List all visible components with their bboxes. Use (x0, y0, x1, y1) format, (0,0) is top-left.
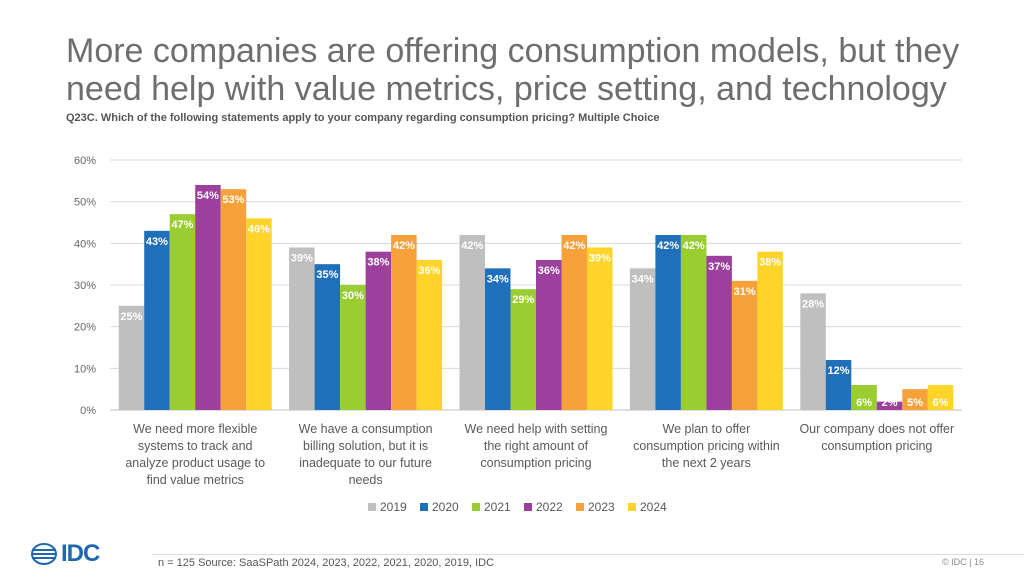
data-label: 39% (291, 253, 313, 265)
category-label: We need more flexible systems to track an… (125, 422, 265, 487)
bar-2024-cat5 (927, 385, 954, 410)
y-tick-label: 60% (74, 155, 96, 167)
bar-2022-cat5 (876, 401, 903, 410)
bar-2020-cat3 (485, 268, 511, 410)
bar-2019-cat5 (800, 293, 826, 410)
footer-divider (152, 554, 1024, 555)
data-label: 38% (759, 257, 781, 269)
globe-icon (31, 543, 57, 565)
data-label: 42% (657, 240, 679, 252)
legend-swatch-2021 (472, 503, 480, 511)
bar-2021-cat3 (510, 289, 536, 410)
data-label: 37% (708, 261, 730, 273)
bar-2022-cat1 (195, 185, 221, 410)
data-label: 47% (171, 219, 193, 231)
y-tick-label: 40% (74, 238, 96, 250)
data-label: 36% (418, 265, 440, 277)
data-label: 29% (512, 294, 534, 306)
legend-swatch-2023 (576, 503, 584, 511)
logo-text: IDC (61, 540, 100, 567)
bar-2019-cat4 (629, 268, 656, 410)
data-label: 42% (563, 240, 585, 252)
bar-2024-cat4 (757, 251, 783, 410)
data-label: 28% (802, 298, 824, 310)
legend-swatch-2024 (628, 503, 636, 511)
source-note: n = 125 Source: SaaSPath 2024, 2023, 202… (158, 557, 495, 569)
legend-label: 2022 (536, 500, 563, 514)
category-label: We have a consumption billing solution, b… (299, 422, 433, 487)
legend-swatch-2020 (420, 503, 428, 511)
y-tick-label: 50% (74, 197, 96, 209)
data-label: 25% (120, 311, 142, 323)
category-label: We need help with setting the right amoun… (465, 422, 608, 470)
data-label: 38% (367, 257, 389, 269)
bars (118, 185, 954, 410)
bar-2020-cat1 (144, 230, 170, 410)
data-labels: 25%43%47%54% 53%46%39%35%30%38%42%36%42%3… (120, 190, 948, 409)
bar-2021-cat5 (851, 385, 877, 410)
bar-2024-cat2 (416, 260, 443, 410)
data-label: 6% (933, 397, 949, 409)
bar-2021-cat4 (680, 235, 707, 410)
bar-2019-cat2 (289, 247, 315, 410)
bar-2021-cat1 (169, 214, 196, 410)
bar-2020-cat5 (825, 360, 852, 410)
bar-2023-cat3 (561, 235, 587, 410)
bar-2022-cat3 (536, 260, 562, 410)
bar-2024-cat1 (246, 218, 272, 410)
legend-label: 2019 (380, 500, 407, 514)
bar-chart: 0% 10% 20% 30% 40% 50% 60% 25% 43%47% 54% 53% 46% 3… (74, 155, 962, 514)
legend-label: 2021 (484, 500, 511, 514)
data-label: 12% (828, 365, 850, 377)
data-label: 35% (316, 269, 338, 281)
data-label: 34% (487, 273, 509, 285)
legend-swatch-2019 (368, 503, 376, 511)
survey-question: Q23C. Which of the following statements … (66, 112, 660, 124)
data-label: 42% (683, 240, 705, 252)
data-label: 54% (197, 190, 219, 202)
y-tick-label: 10% (74, 363, 96, 375)
data-label: 53% (222, 194, 244, 206)
bar-2023-cat2 (391, 235, 417, 410)
category-label: We plan to offer consumption pricing with… (633, 422, 780, 470)
bar-2020-cat2 (314, 264, 341, 410)
page-number: © IDC | 16 (942, 557, 984, 567)
data-label: 39% (589, 253, 611, 265)
bar-2022-cat2 (365, 251, 392, 410)
data-label: 2% (882, 397, 898, 409)
y-tick-label: 30% (74, 280, 96, 292)
bar-2022-cat4 (706, 255, 732, 410)
bar-2024-cat3 (587, 247, 613, 410)
data-label: 43% (146, 236, 168, 248)
legend-label: 2020 (432, 500, 459, 514)
y-tick-label: 0% (80, 405, 96, 417)
bar-2020-cat4 (655, 235, 681, 410)
bar-2021-cat2 (340, 285, 366, 410)
data-label: 6% (856, 397, 872, 409)
legend-label: 2024 (640, 500, 667, 514)
bar-2023-cat5 (902, 389, 928, 410)
data-label: 5% (907, 397, 923, 409)
data-label: 36% (538, 265, 560, 277)
y-axis-tick-labels: 0% 10% 20% 30% 40% 50% 60% (74, 155, 96, 417)
y-tick-label: 20% (74, 322, 96, 334)
legend-swatch-2022 (524, 503, 532, 511)
bar-2019-cat3 (459, 235, 485, 410)
bar-2019-cat1 (118, 305, 145, 410)
data-label: 31% (734, 286, 756, 298)
idc-logo: IDC (30, 540, 100, 568)
legend: 2019 2020 2021 2022 2023 2024 (368, 500, 667, 514)
bar-2023-cat4 (731, 280, 758, 410)
data-label: 34% (632, 273, 654, 285)
data-label: 30% (342, 290, 364, 302)
data-label: 42% (393, 240, 415, 252)
data-label: 42% (461, 240, 483, 252)
bar-2023-cat1 (220, 189, 247, 410)
data-label: 46% (248, 223, 270, 235)
category-labels: We need more flexible systems to track an… (125, 422, 954, 487)
category-label: Our company does not offer consumption pr… (799, 422, 954, 453)
page-title: More companies are offering consumption … (66, 32, 960, 108)
legend-label: 2023 (588, 500, 615, 514)
